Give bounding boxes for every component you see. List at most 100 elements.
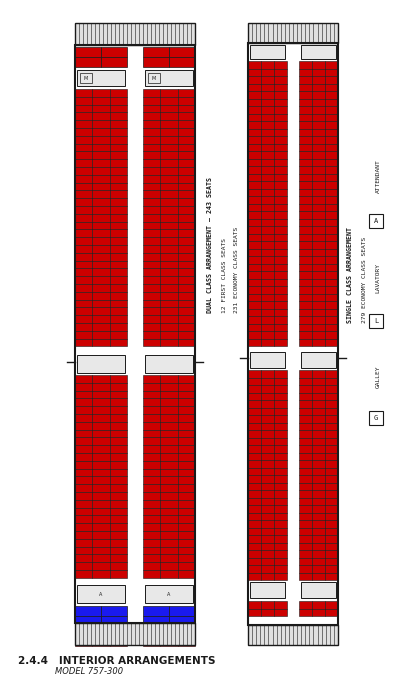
Bar — [143, 261, 161, 268]
Bar — [274, 378, 287, 385]
Bar — [261, 106, 274, 113]
Bar — [75, 229, 92, 237]
Bar — [261, 467, 274, 475]
Bar — [312, 158, 325, 166]
Bar — [161, 276, 178, 284]
Bar — [143, 516, 161, 523]
Bar — [92, 531, 110, 539]
Bar — [261, 264, 274, 271]
Bar — [92, 268, 110, 276]
Bar — [261, 234, 274, 241]
Bar — [92, 143, 110, 152]
Bar — [312, 83, 325, 91]
Bar — [75, 382, 92, 391]
Bar — [248, 181, 261, 189]
Bar — [325, 143, 338, 151]
Bar — [143, 214, 161, 221]
Bar — [261, 535, 274, 542]
Bar — [369, 314, 383, 328]
Bar — [299, 527, 312, 535]
Bar — [169, 626, 195, 636]
Bar — [299, 557, 312, 565]
Bar — [143, 406, 161, 414]
Bar — [325, 609, 338, 616]
Bar — [261, 226, 274, 234]
Bar — [178, 253, 195, 261]
Bar — [312, 370, 325, 378]
Bar — [325, 453, 338, 460]
Bar — [261, 438, 274, 445]
Bar — [75, 391, 92, 398]
Bar — [312, 136, 325, 143]
Bar — [92, 570, 110, 578]
Bar — [261, 121, 274, 128]
Bar — [92, 89, 110, 97]
Text: M: M — [152, 76, 156, 81]
Bar — [110, 253, 127, 261]
Bar — [143, 245, 161, 253]
Bar — [299, 264, 312, 271]
Bar — [312, 415, 325, 423]
Bar — [325, 505, 338, 512]
Bar — [92, 422, 110, 430]
Bar — [75, 562, 92, 570]
Bar — [274, 286, 287, 294]
Bar — [261, 61, 274, 68]
Bar — [92, 167, 110, 175]
Bar — [325, 113, 338, 121]
Bar — [312, 294, 325, 301]
Bar — [274, 61, 287, 68]
Bar — [274, 475, 287, 482]
Bar — [299, 430, 312, 438]
Bar — [299, 61, 312, 68]
Bar — [143, 152, 161, 159]
Bar — [143, 237, 161, 245]
Bar — [274, 249, 287, 256]
Bar — [299, 211, 312, 219]
Bar — [299, 423, 312, 430]
Bar — [161, 339, 178, 346]
Bar — [178, 268, 195, 276]
Bar — [248, 91, 261, 98]
Bar — [178, 300, 195, 307]
Bar — [312, 166, 325, 173]
Bar — [92, 97, 110, 104]
Bar — [92, 175, 110, 182]
Bar — [178, 331, 195, 339]
Bar — [325, 423, 338, 430]
Bar — [143, 638, 161, 646]
Bar — [92, 182, 110, 191]
Bar — [299, 331, 312, 339]
Bar — [248, 324, 261, 331]
Bar — [312, 204, 325, 211]
Bar — [161, 539, 178, 546]
Bar — [143, 47, 169, 57]
Bar — [143, 391, 161, 398]
Bar — [325, 234, 338, 241]
Bar — [312, 535, 325, 542]
Bar — [274, 467, 287, 475]
Bar — [299, 158, 312, 166]
Bar — [369, 411, 383, 425]
Bar — [110, 507, 127, 516]
Bar — [161, 382, 178, 391]
Bar — [274, 166, 287, 173]
Bar — [178, 562, 195, 570]
Bar — [261, 91, 274, 98]
Bar — [110, 398, 127, 406]
Bar — [299, 98, 312, 106]
Bar — [261, 423, 274, 430]
Bar — [92, 214, 110, 221]
Bar — [248, 219, 261, 226]
Bar — [299, 121, 312, 128]
Bar — [261, 241, 274, 249]
Bar — [178, 143, 195, 152]
Bar — [75, 23, 195, 45]
Bar — [274, 98, 287, 106]
Bar — [274, 520, 287, 527]
Bar — [110, 523, 127, 531]
Bar — [261, 279, 274, 286]
Bar — [110, 120, 127, 128]
Bar — [110, 159, 127, 167]
Bar — [261, 68, 274, 76]
